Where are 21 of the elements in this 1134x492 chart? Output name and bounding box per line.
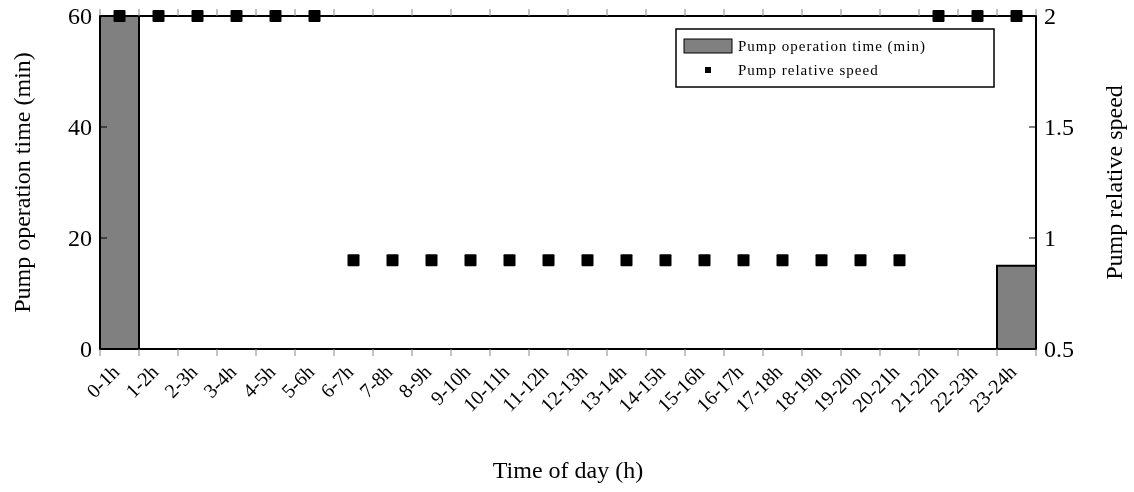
legend-label: Pump operation time (min) — [738, 38, 926, 55]
y2-tick-label: 0.5 — [1044, 336, 1074, 362]
x-tick-label: 3-4h — [199, 360, 241, 402]
x-tick-label: 5-6h — [277, 360, 319, 402]
x-tick-label: 0-1h — [82, 360, 124, 402]
x-axis-title: Time of day (h) — [492, 457, 644, 483]
y2-tick-label: 2 — [1044, 3, 1056, 29]
x-tick-label: 1-2h — [121, 360, 163, 402]
x-tick-label: 6-7h — [316, 360, 358, 402]
x-tick-label: 7-8h — [355, 360, 397, 402]
y2-axis-title: Pump relative speed — [1101, 85, 1127, 280]
y-tick-label: 60 — [68, 3, 92, 29]
x-tick-label: 2-3h — [160, 360, 202, 402]
x-tick-label: 4-5h — [238, 360, 280, 402]
y-axis-title: Pump operation time (min) — [9, 52, 35, 313]
legend-label: Pump relative speed — [738, 62, 879, 78]
y-tick-label: 20 — [68, 225, 92, 251]
y-tick-label: 40 — [68, 114, 92, 140]
y2-tick-label: 1.5 — [1044, 114, 1074, 140]
y2-tick-label: 1 — [1044, 225, 1056, 251]
y-tick-label: 0 — [80, 336, 92, 362]
